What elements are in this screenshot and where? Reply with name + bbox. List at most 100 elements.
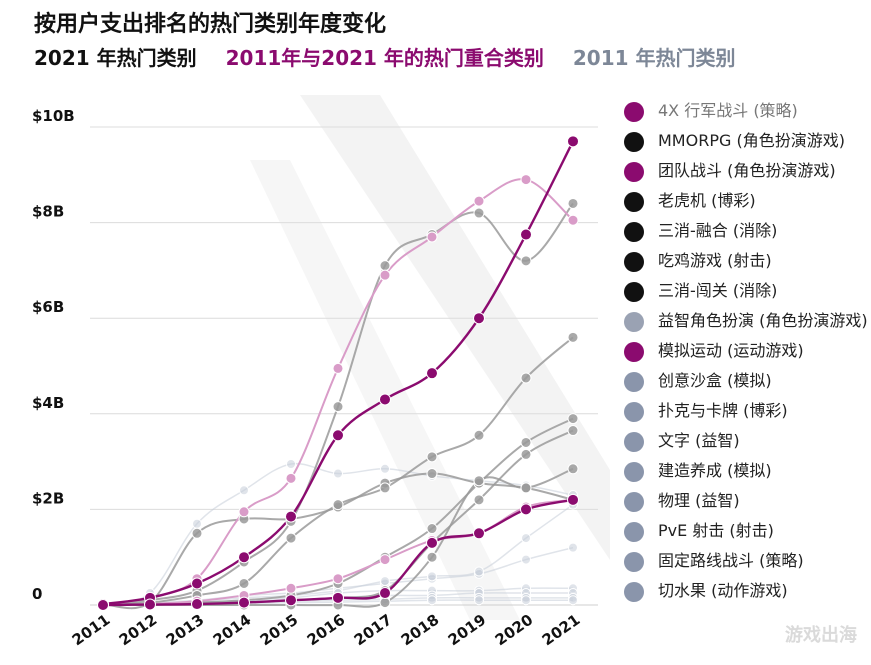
legend-label: PvE 射击 (射击) (658, 521, 774, 540)
x-tick-label: 2014 (210, 611, 255, 650)
legend-dot (624, 402, 644, 422)
data-point (379, 587, 391, 600)
legend-dot (624, 522, 644, 542)
data-point (379, 393, 391, 406)
x-tick-label: 2018 (398, 611, 443, 650)
legend-item: PvE 射击 (射击) (620, 520, 870, 542)
legend-dot (624, 552, 644, 572)
data-point (567, 135, 579, 148)
data-point (285, 594, 297, 607)
legend-label: 建造养成 (模拟) (658, 461, 772, 480)
data-point (238, 596, 250, 609)
y-tick-label: $2B (32, 489, 64, 507)
x-tick-label: 2012 (116, 611, 161, 650)
data-point (568, 595, 578, 606)
legend-label: 物理 (益智) (658, 491, 740, 510)
subtitle-2021: 2021 年热门类别 (34, 46, 197, 70)
y-tick-label: $8B (32, 203, 64, 221)
legend-item: 建造养成 (模拟) (620, 460, 870, 482)
data-point (426, 523, 438, 535)
data-point (285, 472, 297, 484)
data-point (332, 362, 344, 374)
data-point (568, 542, 578, 553)
data-point (238, 577, 250, 589)
data-point (426, 451, 438, 463)
data-point (567, 214, 579, 226)
legend-label: 团队战斗 (角色扮演游戏) (658, 161, 836, 180)
legend-dot (624, 222, 644, 242)
data-point (567, 463, 579, 475)
data-point (238, 551, 250, 564)
data-point (379, 482, 391, 494)
data-point (520, 255, 532, 267)
data-point (520, 448, 532, 460)
data-point (426, 367, 438, 380)
legend-item: 物理 (益智) (620, 490, 870, 512)
legend-item: 老虎机 (博彩) (620, 190, 870, 212)
data-point (567, 425, 579, 437)
data-point (567, 493, 579, 506)
data-point (427, 571, 437, 582)
data-point (473, 207, 485, 219)
legend-label: 模拟运动 (运动游戏) (658, 341, 804, 360)
x-tick-label: 2015 (257, 611, 302, 650)
data-point (520, 503, 532, 516)
data-point (192, 518, 202, 529)
legend-label: MMORPG (角色扮演游戏) (658, 131, 845, 150)
series-line (102, 140, 575, 606)
data-point (567, 413, 579, 425)
subtitle-row: 2021 年热门类别 2011年与2021 年的热门重合类别 2011 年热门类… (34, 42, 758, 71)
chart-title: 按用户支出排名的热门类别年度变化 (34, 12, 387, 37)
subtitle-2011: 2011 年热门类别 (572, 46, 736, 70)
legend-dot (624, 162, 644, 182)
data-point (520, 174, 532, 186)
legend-item: 三消-闯关 (消除) (620, 280, 870, 302)
data-point (332, 401, 344, 413)
data-point (521, 554, 531, 565)
line-chart: 0$2B$4B$6B$8B$10B 2011 2012 2013 2014 2015 20… (32, 95, 610, 650)
data-point (379, 597, 391, 609)
data-point (144, 598, 156, 611)
data-point (191, 598, 203, 611)
data-point (333, 468, 343, 479)
legend-item: 切水果 (动作游戏) (620, 580, 870, 602)
data-point (473, 494, 485, 506)
legend-item: 固定路线战斗 (策略) (620, 550, 870, 572)
legend-item: 三消-融合 (消除) (620, 220, 870, 242)
y-tick-label: $4B (32, 394, 64, 412)
legend-dot (624, 372, 644, 392)
data-point (286, 458, 296, 469)
x-tick-label: 2013 (163, 611, 208, 650)
y-tick-label: 0 (32, 585, 42, 603)
legend-dot (624, 192, 644, 212)
legend-item: 吃鸡游戏 (射击) (620, 250, 870, 272)
data-point (332, 573, 344, 585)
legend-label: 创意沙盒 (模拟) (658, 371, 772, 390)
legend-dot (624, 342, 644, 362)
data-point (520, 228, 532, 241)
data-point (191, 527, 203, 539)
legend-item: 模拟运动 (运动游戏) (620, 340, 870, 362)
x-tick-label: 2019 (445, 611, 490, 650)
watermark-text: 游戏出海 (785, 625, 857, 646)
legend-dot (624, 432, 644, 452)
legend-item: 创意沙盒 (模拟) (620, 370, 870, 392)
legend-label: 益智角色扮演 (角色扮演游戏) (658, 311, 868, 330)
legend-dot (624, 282, 644, 302)
legend-label: 扑克与卡牌 (博彩) (658, 401, 788, 420)
data-point (427, 595, 437, 606)
background-watermark-shape (250, 95, 610, 620)
data-point (474, 595, 484, 606)
legend-dot (624, 132, 644, 152)
data-point (285, 532, 297, 544)
legend-label: 吃鸡游戏 (射击) (658, 251, 772, 270)
data-point (97, 599, 109, 611)
data-point (520, 436, 532, 448)
legend-item: MMORPG (角色扮演游戏) (620, 130, 870, 152)
x-tick-label: 2011 (69, 611, 114, 650)
legend-item: 文字 (益智) (620, 430, 870, 452)
data-point (567, 197, 579, 209)
legend-label: 固定路线战斗 (策略) (658, 551, 804, 570)
data-point (332, 429, 344, 442)
legend-item: 益智角色扮演 (角色扮演游戏) (620, 310, 870, 332)
